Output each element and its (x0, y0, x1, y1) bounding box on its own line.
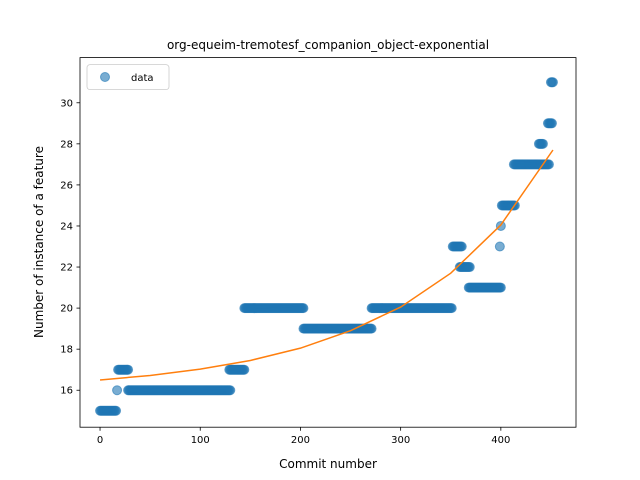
legend: data (86, 64, 170, 90)
data-point (298, 303, 309, 314)
data-point (123, 364, 134, 375)
x-tick-label: 100 (191, 435, 210, 446)
x-tick-label: 200 (291, 435, 310, 446)
data-point (456, 241, 467, 252)
y-tick-label: 18 (60, 345, 73, 356)
fit-line (99, 149, 554, 381)
y-tick-label: 22 (60, 263, 73, 274)
x-tick-label: 400 (491, 435, 510, 446)
x-tick-label: 300 (391, 435, 410, 446)
data-point (111, 405, 122, 416)
data-layer (95, 77, 558, 416)
plot-area (80, 57, 576, 428)
data-point (494, 241, 505, 252)
data-point (495, 282, 506, 293)
data-point (225, 385, 236, 396)
legend-marker-data (100, 72, 110, 82)
data-point (547, 77, 558, 88)
y-tick-label: 16 (60, 386, 73, 397)
y-tick-label: 20 (60, 304, 73, 315)
y-tick-label: 28 (60, 139, 73, 150)
plot-frame (79, 57, 577, 428)
x-axis-ticks: 0 100 200 300 400 (97, 427, 510, 446)
y-tick-label: 30 (60, 98, 73, 109)
fit-layer (99, 149, 554, 381)
legend-label-data: data (131, 73, 154, 84)
data-point (543, 159, 554, 170)
legend-box (86, 64, 170, 90)
y-tick-label: 26 (60, 180, 73, 191)
y-axis-ticks: 16 18 20 22 24 26 28 30 (60, 98, 80, 397)
y-tick-label: 24 (60, 221, 73, 232)
data-point (464, 262, 475, 273)
data-point (112, 385, 123, 396)
data-point (537, 138, 548, 149)
data-point (366, 323, 377, 334)
y-axis-label: Number of instance of a feature (32, 146, 46, 338)
chart-title: org-equeim-tremotesf_companion_object-ex… (167, 38, 489, 52)
data-point (446, 303, 457, 314)
data-point (239, 364, 250, 375)
x-tick-label: 0 (97, 435, 103, 446)
x-axis-label: Commit number (279, 457, 377, 471)
data-point (546, 118, 557, 129)
